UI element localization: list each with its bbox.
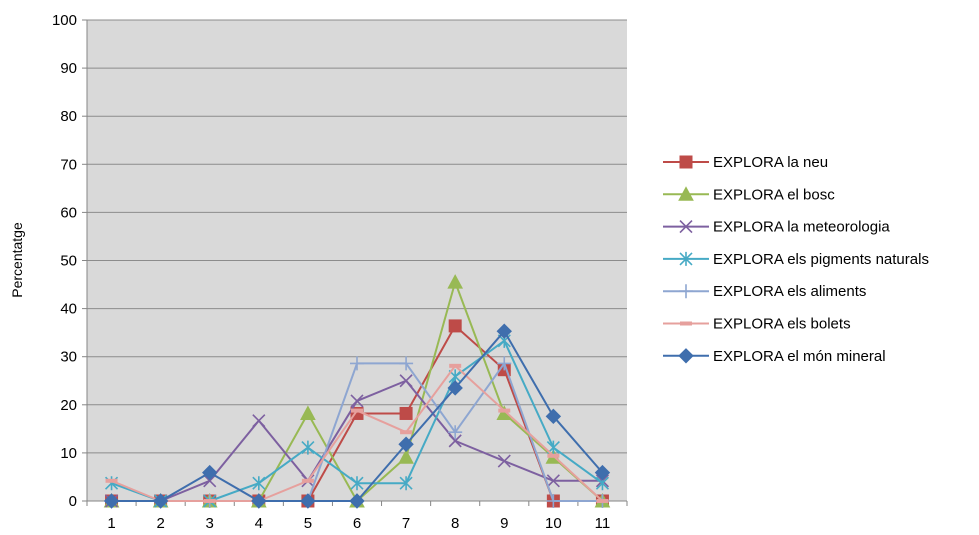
- data-point: [350, 476, 364, 491]
- data-point: [497, 356, 512, 371]
- data-point: [252, 476, 266, 491]
- y-tick-label: 20: [60, 397, 77, 414]
- data-point: [546, 474, 560, 488]
- data-point: [448, 425, 463, 440]
- data-point: [300, 493, 316, 509]
- data-point: [399, 406, 413, 420]
- x-tick-label: 8: [451, 515, 459, 532]
- legend-label: EXPLORA els aliments: [713, 283, 866, 300]
- y-tick-label: 90: [60, 60, 77, 77]
- data-point: [448, 319, 462, 333]
- data-point: [679, 220, 693, 234]
- x-tick-label: 9: [500, 515, 508, 532]
- legend-label: EXPLORA els bolets: [713, 316, 851, 333]
- data-point: [399, 476, 413, 491]
- legend: EXPLORA la neu EXPLORA el bosc EXPLORA la …: [663, 154, 929, 365]
- data-point: [398, 436, 414, 452]
- data-point: [546, 494, 561, 508]
- y-tick-label: 70: [60, 156, 77, 173]
- x-tick-label: 3: [206, 515, 214, 532]
- data-point: [596, 499, 609, 503]
- legend-item: EXPLORA la meteorologia: [663, 219, 890, 236]
- data-point: [447, 380, 463, 396]
- y-tick-labels: 0 10 20 30 40 50 60 70 80 90 100: [52, 12, 77, 510]
- y-tick-label: 0: [69, 493, 77, 510]
- data-point: [449, 363, 462, 368]
- data-point: [679, 284, 693, 299]
- data-point: [350, 394, 364, 408]
- y-tick-label: 100: [52, 12, 77, 29]
- data-point: [349, 493, 365, 509]
- y-axis-title: Percentatge: [9, 222, 25, 298]
- legend-label: EXPLORA el món mineral: [713, 348, 886, 365]
- y-tick-label: 50: [60, 253, 77, 270]
- y-tick-label: 30: [60, 349, 77, 366]
- data-point: [103, 493, 120, 509]
- data-point: [399, 374, 413, 388]
- x-tick-label: 6: [353, 515, 361, 532]
- legend-item: EXPLORA el bosc: [663, 186, 835, 203]
- data-point: [496, 323, 512, 339]
- legend-label: EXPLORA la neu: [713, 154, 828, 171]
- data-point: [547, 453, 560, 458]
- x-tick-label: 2: [156, 515, 164, 532]
- data-point: [351, 408, 363, 413]
- data-point: [350, 356, 364, 371]
- legend-label: EXPLORA els pigments naturals: [713, 251, 929, 268]
- data-point: [498, 408, 511, 413]
- x-tick-labels: 1 2 3 4 5 6 7 8 9 10 11: [107, 515, 610, 532]
- data-point: [300, 405, 316, 420]
- legend-item: EXPLORA la neu: [663, 154, 828, 171]
- data-point: [678, 348, 694, 364]
- data-point: [679, 155, 693, 169]
- series-layer: [103, 274, 611, 509]
- data-point: [301, 478, 314, 483]
- legend-item: EXPLORA els bolets: [663, 316, 851, 333]
- x-tick-label: 11: [595, 515, 611, 532]
- y-tick-label: 80: [60, 108, 77, 125]
- data-point: [448, 434, 462, 448]
- legend-item: EXPLORA els pigments naturals: [663, 251, 929, 268]
- x-tick-label: 5: [304, 515, 312, 532]
- data-point: [400, 430, 413, 435]
- series: [103, 323, 611, 509]
- data-point: [594, 464, 611, 481]
- x-tick-label: 4: [255, 515, 263, 532]
- data-point: [399, 356, 414, 371]
- legend-item: EXPLORA els aliments: [663, 283, 866, 300]
- data-point: [203, 474, 217, 488]
- data-point: [678, 186, 694, 201]
- data-point: [202, 464, 218, 481]
- legend-item: EXPLORA el món mineral: [663, 348, 886, 365]
- data-point: [251, 493, 267, 509]
- x-tick-label: 1: [107, 515, 115, 532]
- data-point: [301, 440, 315, 455]
- legend-label: EXPLORA el bosc: [713, 186, 835, 203]
- data-point: [679, 251, 693, 266]
- data-point: [545, 408, 562, 425]
- data-point: [398, 449, 414, 464]
- data-point: [447, 274, 464, 289]
- data-point: [152, 493, 169, 509]
- data-point: [252, 414, 266, 428]
- data-point: [680, 321, 692, 326]
- data-point: [497, 454, 511, 468]
- y-tick-label: 10: [60, 445, 77, 462]
- data-point: [203, 499, 216, 503]
- legend-label: EXPLORA la meteorologia: [713, 219, 890, 236]
- x-tick-label: 10: [545, 515, 562, 532]
- x-tick-label: 7: [402, 515, 410, 532]
- y-tick-label: 60: [60, 204, 77, 221]
- data-point: [105, 478, 118, 483]
- y-tick-label: 40: [60, 301, 77, 318]
